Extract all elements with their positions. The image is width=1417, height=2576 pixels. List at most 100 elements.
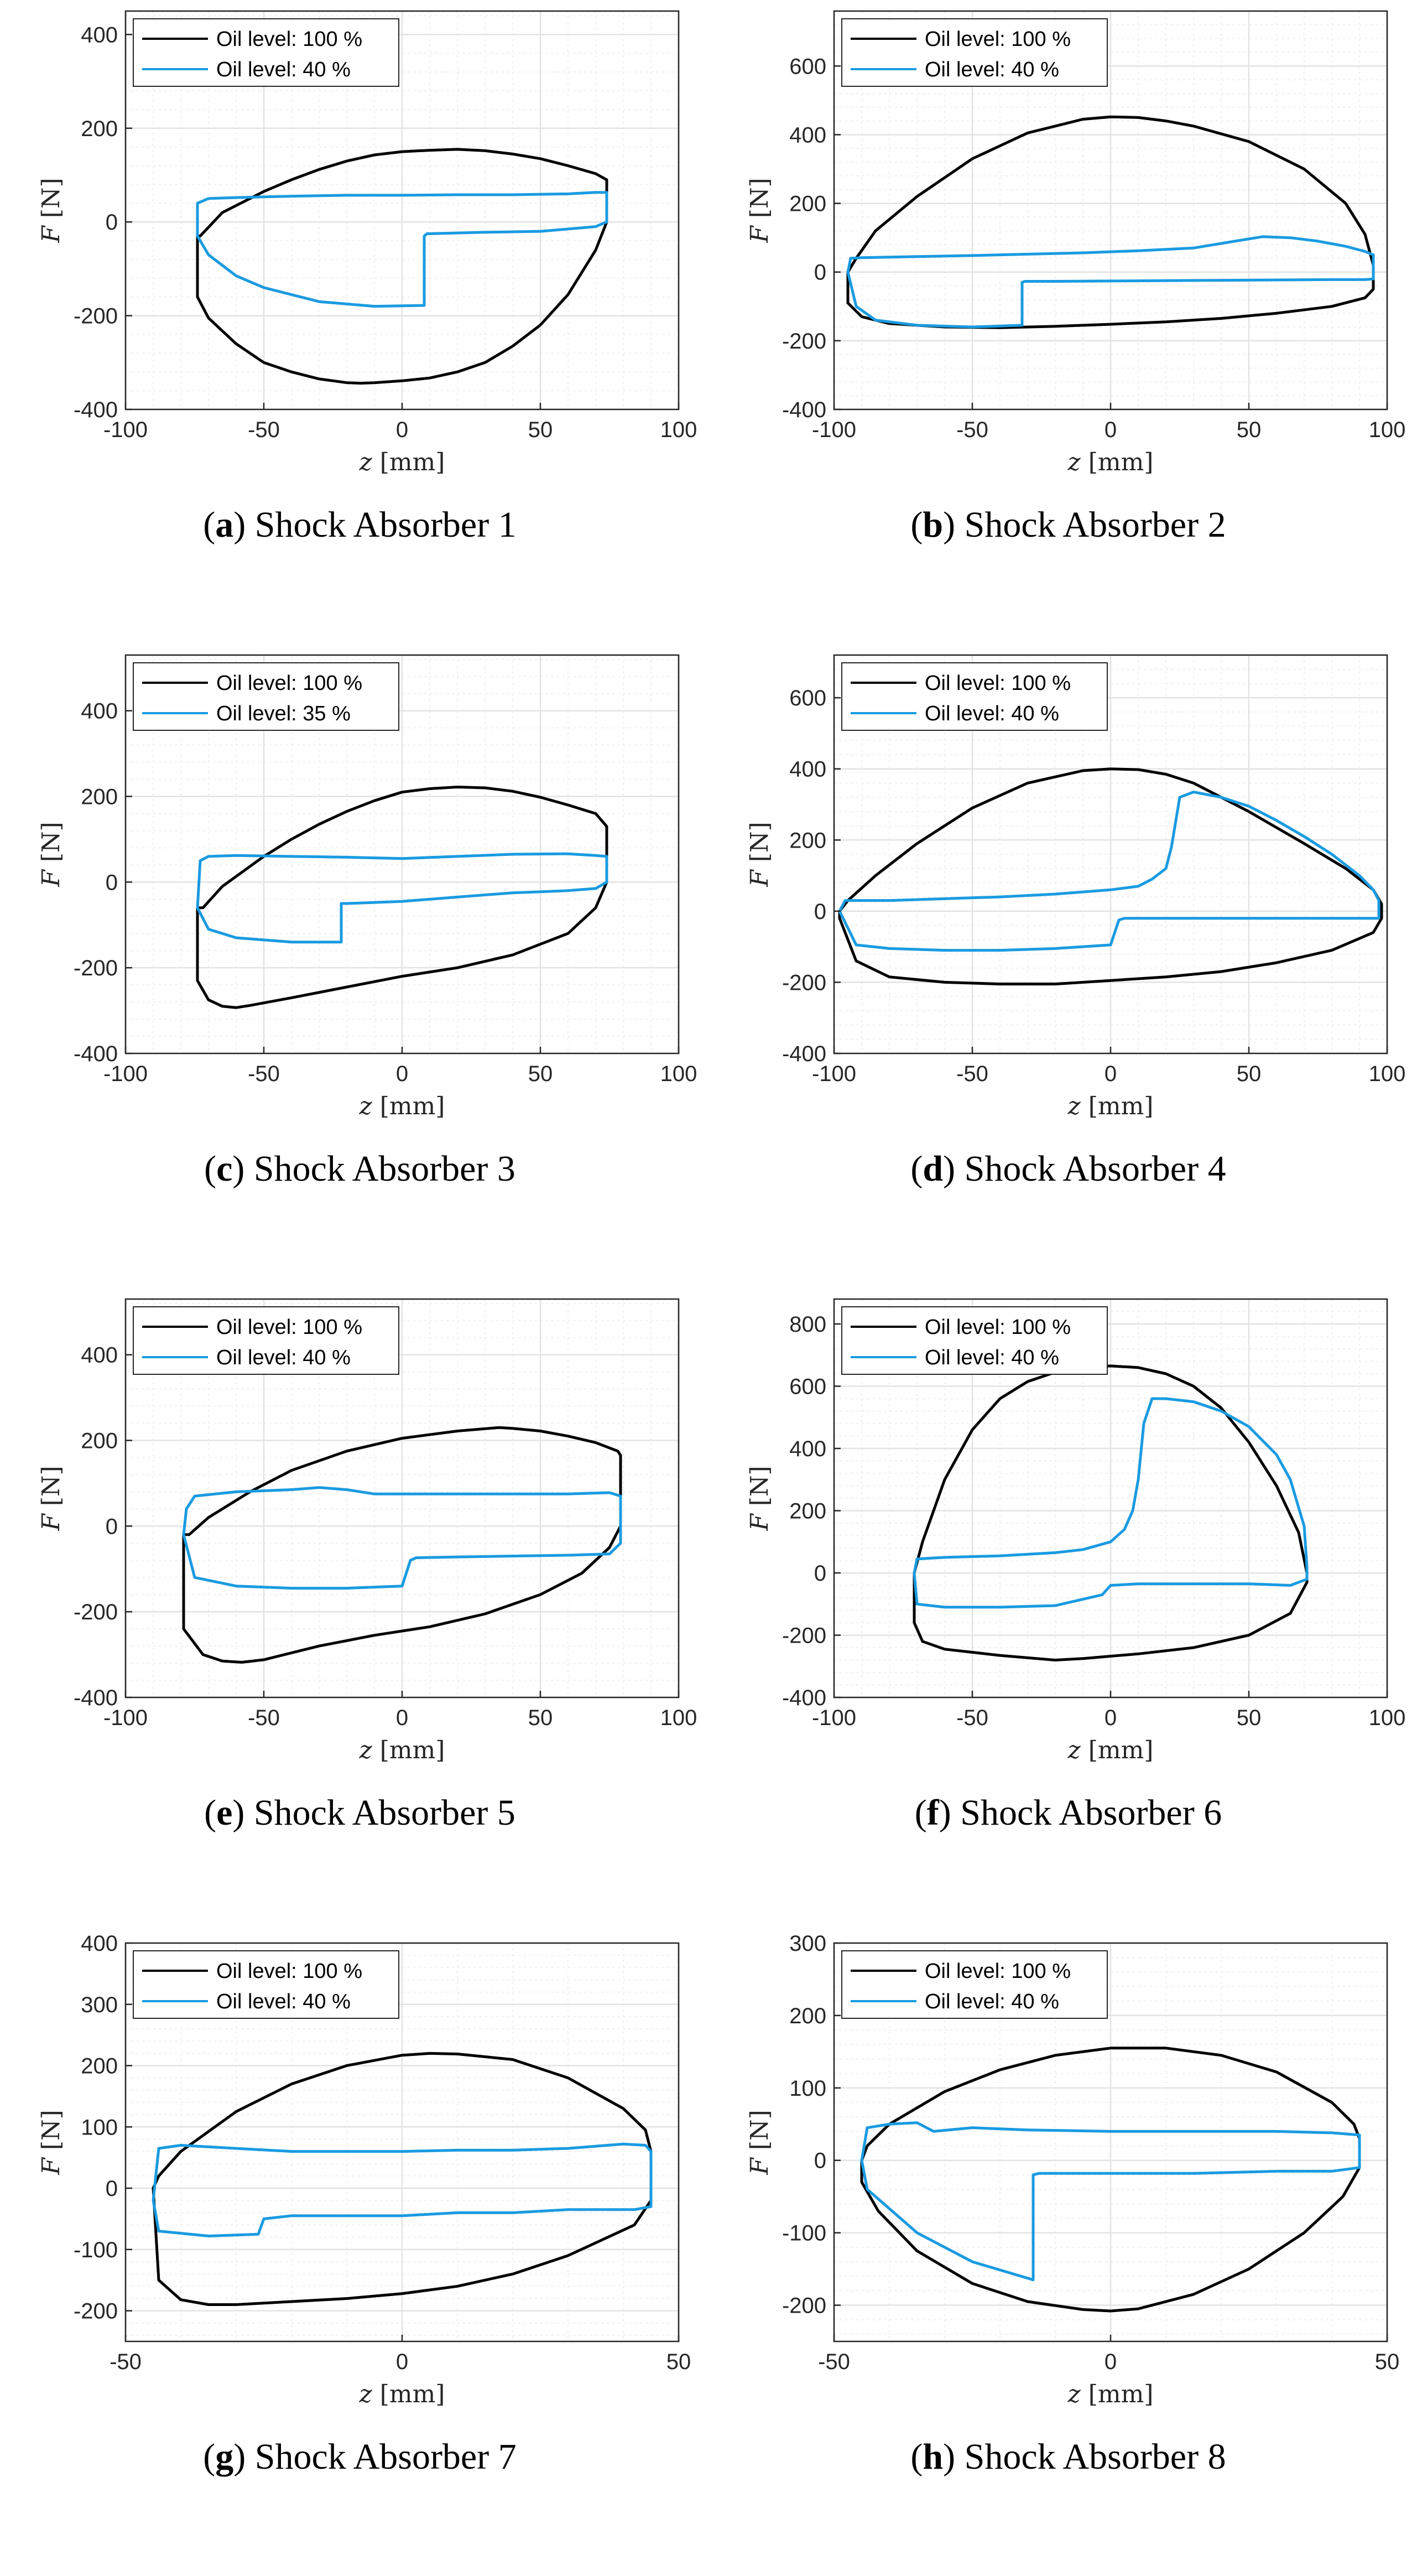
x-tick-label: 100: [1369, 1706, 1406, 1730]
x-axis-label: z [mm]: [1067, 2380, 1154, 2408]
caption-letter: d: [923, 1149, 943, 1189]
legend-box: [841, 1950, 1108, 2019]
caption-paren-close: ): [232, 1793, 244, 1833]
y-tick-label: -200: [74, 304, 118, 329]
y-tick-label: 200: [789, 1499, 826, 1524]
x-tick-label: 0: [396, 418, 408, 442]
y-tick-label: 400: [81, 1343, 118, 1368]
y-axis-label: F [N]: [746, 1466, 774, 1531]
series-line-oil-reduced: [182, 1486, 622, 1590]
caption-title: Shock Absorber 2: [955, 505, 1226, 545]
caption-title: Shock Absorber 3: [244, 1149, 515, 1189]
caption-title: Shock Absorber 4: [955, 1149, 1226, 1189]
caption-letter: h: [923, 2437, 943, 2477]
legend-box: [841, 1306, 1108, 1375]
x-tick-label: -100: [103, 418, 148, 442]
legend-box: [841, 18, 1108, 87]
legend-entry: Oil level: 40 %: [216, 1990, 351, 2013]
y-tick-label: 600: [789, 1375, 826, 1399]
caption-paren-close: ): [939, 1793, 951, 1833]
x-tick-label: -50: [956, 1706, 988, 1730]
y-axis-unit: [N]: [746, 2110, 774, 2158]
x-tick-label: 50: [1237, 1062, 1262, 1086]
series-group: [860, 2047, 1361, 2313]
x-axis-unit: [mm]: [372, 1736, 445, 1764]
x-tick-label: 0: [1105, 1062, 1117, 1086]
x-tick-label: 100: [1369, 418, 1406, 442]
chart-panel-c: -100 -50 0 50 100 -400 -200 0 200 400 z [mm] F [N] O…: [0, 644, 708, 1288]
x-tick-label: 0: [1105, 2350, 1117, 2374]
x-tick-label: -100: [103, 1062, 148, 1086]
y-axis-variable: F: [746, 1513, 774, 1531]
caption-title: Shock Absorber 6: [951, 1793, 1222, 1833]
y-tick-label: 300: [81, 1993, 118, 2017]
y-tick-label: 400: [789, 1437, 826, 1461]
legend: Oil level: 100 % Oil level: 40 %: [133, 1306, 399, 1375]
y-axis-unit: [N]: [37, 178, 65, 226]
x-axis-label: z [mm]: [359, 448, 445, 476]
y-axis-variable: F: [746, 2157, 774, 2175]
y-axis-label: F [N]: [746, 2110, 774, 2175]
panel-caption: (h) Shock Absorber 8: [910, 2437, 1226, 2477]
x-axis-variable: z: [1067, 2380, 1081, 2408]
x-axis-unit: [mm]: [1081, 1092, 1154, 1120]
x-axis-label: z [mm]: [359, 1736, 445, 1764]
x-tick-label: -50: [110, 2350, 142, 2374]
legend-entry: Oil level: 100 %: [925, 28, 1071, 51]
x-tick-label: 0: [1105, 418, 1117, 442]
legend-box: [841, 662, 1108, 731]
series-group: [196, 148, 608, 385]
x-tick-label: 50: [528, 1062, 553, 1086]
series-group: [913, 1364, 1309, 1661]
caption-letter: e: [216, 1793, 232, 1833]
y-tick-label: -100: [782, 2221, 826, 2246]
y-tick-label: -200: [74, 1600, 118, 1624]
caption-paren-open: (: [910, 505, 923, 545]
chart-svg: -100 -50 0 50 100 -400 -200 0 200 400 z [mm] F [N] O…: [37, 654, 697, 1189]
y-axis-label: F [N]: [37, 822, 65, 887]
x-axis-variable: z: [1067, 448, 1081, 476]
x-tick-label: 0: [396, 2350, 408, 2374]
legend-entry: Oil level: 40 %: [216, 58, 351, 81]
x-tick-label: 0: [1105, 1706, 1117, 1730]
y-tick-label: -400: [74, 1042, 118, 1066]
y-axis-label: F [N]: [37, 1466, 65, 1531]
legend: Oil level: 100 % Oil level: 40 %: [841, 1950, 1108, 2019]
series-line-oil-reduced: [846, 235, 1375, 329]
caption-paren-open: (: [910, 1149, 923, 1189]
x-axis-variable: z: [359, 1736, 373, 1764]
y-tick-label: -200: [74, 956, 118, 980]
series-line-oil-100: [182, 1426, 622, 1664]
legend-entry: Oil level: 40 %: [925, 702, 1059, 725]
y-tick-label: -200: [782, 329, 826, 354]
caption-title: Shock Absorber 8: [955, 2437, 1226, 2477]
x-axis-variable: z: [359, 2380, 373, 2408]
y-axis-variable: F: [37, 2157, 65, 2175]
x-tick-label: 100: [1369, 1062, 1406, 1086]
series-group: [846, 115, 1375, 329]
panel-caption: (a) Shock Absorber 1: [203, 505, 516, 545]
legend: Oil level: 100 % Oil level: 40 %: [841, 662, 1108, 731]
x-axis-label: z [mm]: [1067, 448, 1154, 476]
y-tick-label: 200: [81, 785, 118, 809]
y-axis-unit: [N]: [37, 1466, 65, 1514]
y-tick-label: 100: [81, 2115, 118, 2139]
x-axis-unit: [mm]: [372, 1092, 445, 1120]
y-tick-label: 0: [106, 870, 118, 895]
x-tick-label: 50: [528, 1706, 553, 1730]
y-tick-label: 400: [789, 123, 826, 147]
x-tick-label: 50: [666, 2350, 691, 2374]
x-axis-variable: z: [359, 448, 373, 476]
legend-entry: Oil level: 40 %: [216, 1346, 351, 1369]
y-axis-label: F [N]: [37, 2110, 65, 2175]
y-axis-label: F [N]: [746, 178, 774, 243]
y-tick-label: 300: [789, 1931, 826, 1956]
panel-caption: (b) Shock Absorber 2: [910, 505, 1226, 545]
x-axis-label: z [mm]: [1067, 1736, 1154, 1764]
x-tick-label: 100: [660, 1706, 697, 1730]
y-tick-label: 0: [814, 900, 826, 924]
legend-entry: Oil level: 100 %: [216, 1960, 362, 1983]
panel-caption: (e) Shock Absorber 5: [204, 1793, 515, 1833]
legend: Oil level: 100 % Oil level: 35 %: [133, 662, 399, 731]
series-line-oil-reduced: [196, 191, 608, 308]
